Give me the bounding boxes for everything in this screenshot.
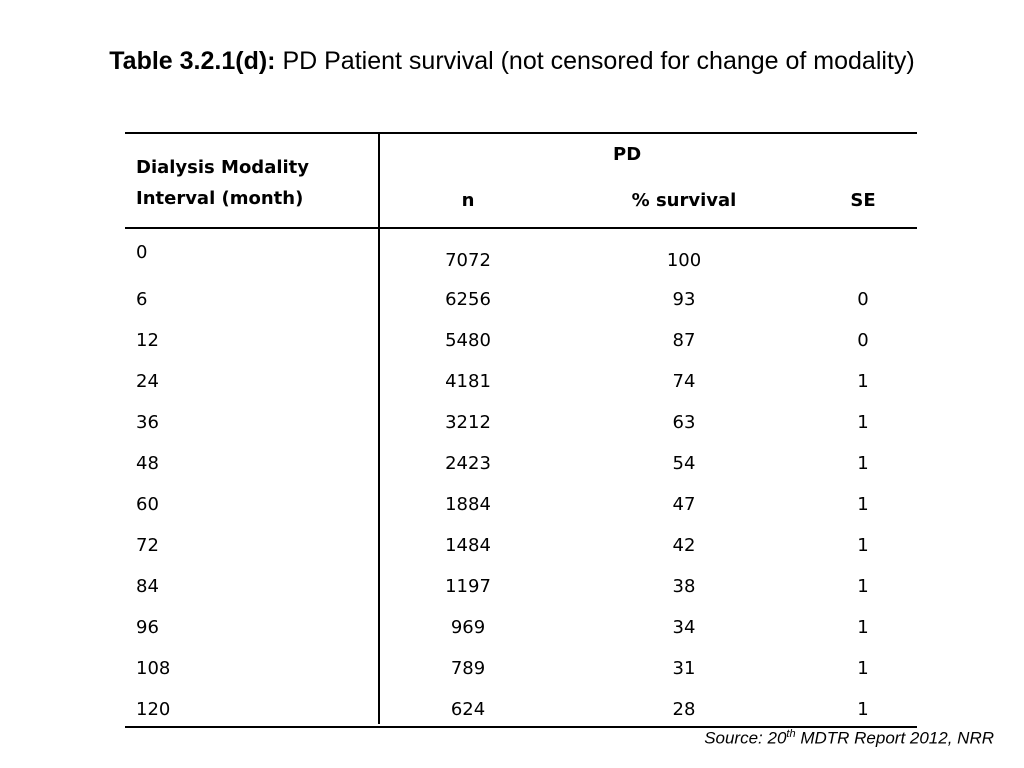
table-body: 0 7072 100 6 6256 93 0 12 5480 87 0 24 4181 74 1 36 3212… — [125, 240, 917, 732]
cell-survival: 74 — [672, 371, 696, 392]
cell-survival: 38 — [672, 576, 696, 597]
cell-survival: 42 — [672, 535, 696, 556]
cell-survival: 34 — [672, 617, 696, 638]
source-prefix: Source: 20 — [704, 728, 787, 748]
column-header-se: SE — [850, 190, 876, 211]
cell-interval: 84 — [136, 576, 159, 597]
cell-se: 1 — [857, 453, 869, 474]
cell-n: 624 — [450, 699, 486, 720]
source-suffix: MDTR Report 2012, NRR — [795, 728, 994, 748]
cell-n: 7072 — [445, 250, 491, 271]
cell-n: 5480 — [445, 330, 491, 351]
source-superscript: th — [786, 728, 796, 740]
table-row: 24 4181 74 1 — [125, 363, 917, 404]
column-header-survival: % survival — [631, 190, 737, 211]
cell-interval: 96 — [136, 617, 159, 638]
table-row: 36 3212 63 1 — [125, 404, 917, 445]
table-row: 96 969 34 1 — [125, 609, 917, 650]
cell-se: 1 — [857, 576, 869, 597]
cell-n: 2423 — [445, 453, 491, 474]
table-row: 72 1484 42 1 — [125, 527, 917, 568]
cell-interval: 48 — [136, 453, 159, 474]
table-row: 120 624 28 1 — [125, 691, 917, 732]
cell-interval: 0 — [136, 242, 148, 263]
cell-interval: 36 — [136, 412, 159, 433]
cell-se: 1 — [857, 699, 869, 720]
header-divider — [125, 227, 917, 229]
cell-interval: 120 — [136, 699, 171, 720]
cell-survival: 28 — [672, 699, 696, 720]
cell-se: 1 — [857, 371, 869, 392]
cell-n: 6256 — [445, 289, 491, 310]
cell-survival: 93 — [672, 289, 696, 310]
cell-n: 789 — [450, 658, 486, 679]
cell-n: 1884 — [445, 494, 491, 515]
cell-se: 1 — [857, 494, 869, 515]
table-row: 108 789 31 1 — [125, 650, 917, 691]
table-row: 6 6256 93 0 — [125, 281, 917, 322]
column-header-n: n — [461, 190, 475, 211]
cell-survival: 47 — [672, 494, 696, 515]
cell-n: 3212 — [445, 412, 491, 433]
page-title: Table 3.2.1(d): PD Patient survival (not… — [100, 44, 924, 78]
table-number: Table 3.2.1(d): — [109, 47, 276, 75]
cell-n: 1197 — [445, 576, 491, 597]
row-header-label: Dialysis Modality Interval (month) — [136, 152, 309, 214]
cell-survival: 100 — [666, 250, 702, 271]
cell-interval: 12 — [136, 330, 159, 351]
cell-survival: 87 — [672, 330, 696, 351]
cell-interval: 72 — [136, 535, 159, 556]
row-header-line-2: Interval (month) — [136, 188, 304, 209]
table-caption: PD Patient survival (not censored for ch… — [275, 47, 915, 75]
cell-se: 1 — [857, 535, 869, 556]
cell-n: 1484 — [445, 535, 491, 556]
cell-survival: 54 — [672, 453, 696, 474]
table-row: 60 1884 47 1 — [125, 486, 917, 527]
survival-table: Dialysis Modality Interval (month) PD n … — [125, 132, 917, 728]
table-row: 12 5480 87 0 — [125, 322, 917, 363]
cell-n: 969 — [450, 617, 486, 638]
group-header-pd: PD — [613, 144, 642, 165]
cell-interval: 60 — [136, 494, 159, 515]
row-header-line-1: Dialysis Modality — [136, 157, 310, 178]
cell-se: 0 — [857, 330, 869, 351]
cell-survival: 31 — [672, 658, 696, 679]
source-note: Source: 20th MDTR Report 2012, NRR — [704, 728, 994, 749]
column-divider — [378, 134, 380, 724]
cell-se: 1 — [857, 658, 869, 679]
cell-survival: 63 — [672, 412, 696, 433]
cell-interval: 108 — [136, 658, 171, 679]
table-row: 0 7072 100 — [125, 240, 917, 281]
table-row: 48 2423 54 1 — [125, 445, 917, 486]
cell-n: 4181 — [445, 371, 491, 392]
table-row: 84 1197 38 1 — [125, 568, 917, 609]
cell-interval: 6 — [136, 289, 148, 310]
cell-interval: 24 — [136, 371, 159, 392]
cell-se: 0 — [857, 289, 869, 310]
cell-se: 1 — [857, 617, 869, 638]
cell-se: 1 — [857, 412, 869, 433]
